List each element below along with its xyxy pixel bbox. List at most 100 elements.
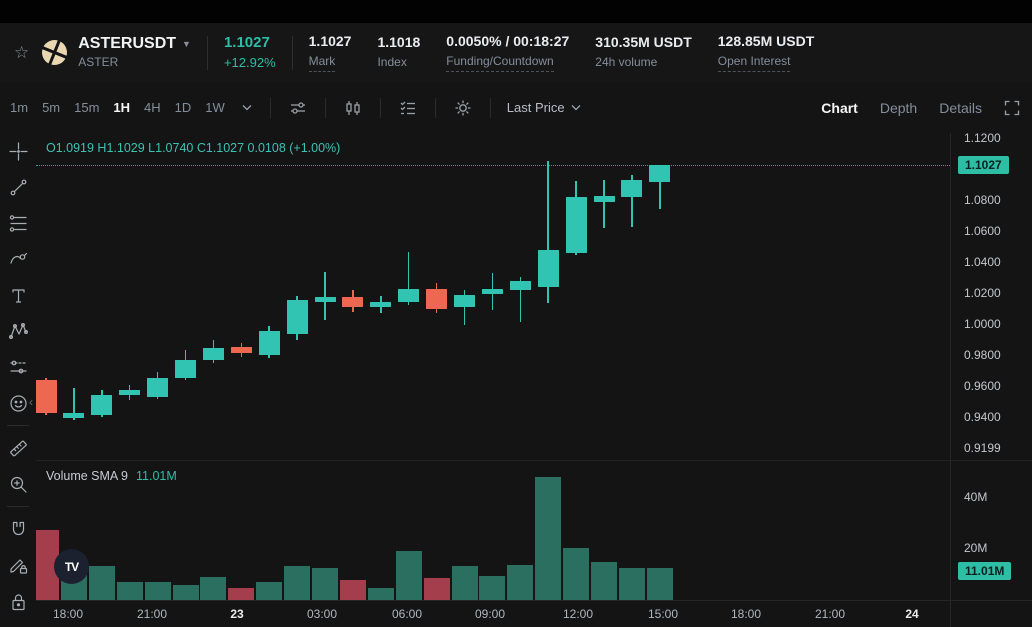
timeframe-15m[interactable]: 15m [74,100,100,115]
text-tool-icon[interactable] [5,282,31,308]
stat-open-interest: 128.85M USDT Open Interest [717,33,815,72]
symbol-block[interactable]: ASTERUSDT ▼ ASTER [78,35,191,69]
chart-plot[interactable]: O1.0919 H1.1029 L1.0740 C1.1027 0.0108 (… [36,133,950,627]
lock-tool-icon[interactable] [5,588,31,614]
timeframe-4h[interactable]: 4H [144,100,161,115]
fib-retracement-tool-icon[interactable] [5,210,31,236]
volume-bar[interactable] [367,588,394,600]
candle-body[interactable] [147,377,169,397]
candle-body[interactable] [454,295,475,307]
volume-bar[interactable] [228,588,255,600]
index-price-value: 1.1018 [377,34,421,50]
divider [434,97,436,118]
time-tick: 15:00 [647,607,679,621]
trend-line-tool-icon[interactable] [5,174,31,200]
volume-bar[interactable] [507,565,534,600]
brush-tool-icon[interactable] [5,246,31,272]
symbol-name[interactable]: ASTERUSDT [78,35,177,53]
mark-price-label[interactable]: Mark [308,54,336,72]
volume-bar[interactable] [144,581,171,600]
price-axis[interactable]: 1.1200 1.0800 1.0600 1.0400 1.0200 1.0000 0.98… [950,131,1032,627]
timeframe-1m[interactable]: 1m [10,100,29,115]
price-tick: 1.1200 [964,131,1001,145]
timeframe-1d[interactable]: 1D [174,100,192,115]
timeframe-5m[interactable]: 5m [42,100,61,115]
candle-body[interactable] [202,348,224,360]
fullscreen-icon[interactable] [1004,100,1020,116]
drawing-lock-tool-icon[interactable] [5,552,31,578]
candle-body[interactable] [398,288,420,302]
tab-depth[interactable]: Depth [879,99,918,116]
volume-bar[interactable] [646,567,673,600]
candle-body[interactable] [537,250,559,287]
volume-bar[interactable] [339,579,366,600]
volume-bar[interactable] [395,551,422,600]
candle-body[interactable] [565,197,587,253]
measure-ruler-tool-icon[interactable] [5,435,31,461]
volume-bar[interactable] [535,477,562,600]
volume-bar[interactable] [88,566,115,600]
candle-body[interactable] [175,359,196,378]
indicator-list-icon[interactable] [399,99,417,117]
candle-body[interactable] [286,299,308,335]
candle-body[interactable] [649,164,671,182]
open-interest-label[interactable]: Open Interest [717,54,791,72]
candle-body[interactable] [621,180,643,198]
volume-bar[interactable] [172,584,199,600]
candle-body[interactable] [91,394,113,415]
crosshair-tool-icon[interactable] [5,138,31,164]
volume-bar[interactable] [451,566,478,600]
settings-gear-icon[interactable] [454,99,472,117]
xabcd-pattern-tool-icon[interactable] [5,318,31,344]
volume-bar[interactable] [423,578,450,600]
last-price-value: 1.1027 [223,34,270,52]
funding-countdown-label[interactable]: Funding/Countdown [446,54,554,72]
candle-wick [73,388,75,420]
candle-body[interactable] [258,330,280,355]
open-interest-value: 128.85M USDT [717,33,815,50]
sidebar-collapse-chevron[interactable]: ‹ [29,395,33,409]
timeframe-1w[interactable]: 1W [205,100,225,115]
symbol-dropdown-icon[interactable]: ▼ [182,39,191,50]
indicators-sliders-icon[interactable] [289,99,307,117]
volume-bar[interactable] [479,576,506,600]
volume-bar[interactable] [116,581,143,600]
candle-body[interactable] [509,281,531,291]
projection-tool-icon[interactable] [5,354,31,380]
timeframe-1h[interactable]: 1H [113,100,131,115]
volume-bar[interactable] [312,567,338,600]
candle-body[interactable] [342,297,364,307]
candle-body[interactable] [481,288,503,294]
tradingview-logo[interactable]: TV [54,549,89,584]
candle-body[interactable] [593,195,615,202]
candle-body[interactable] [314,297,336,302]
volume-bar[interactable] [36,529,59,600]
candle-body[interactable] [370,301,392,307]
candle-body[interactable] [230,346,252,353]
candle-body[interactable] [119,390,141,395]
price-mode-dropdown[interactable]: Last Price [507,100,581,115]
emoji-tool-icon[interactable] [5,390,31,416]
candle-body[interactable] [63,412,85,418]
candle-body[interactable] [426,288,448,309]
chart-style-candle-icon[interactable] [344,99,362,117]
volume-bar[interactable] [256,581,283,600]
tab-details[interactable]: Details [939,99,982,116]
index-price-label: Index [377,54,407,69]
volume-bar[interactable] [591,562,617,600]
volume-bar[interactable] [563,548,590,600]
pane-divider[interactable] [36,460,1032,461]
time-tick: 18:00 [730,607,762,621]
price-tick: 1.0400 [964,255,1001,269]
magnet-tool-icon[interactable] [5,516,31,542]
favorite-star-icon[interactable]: ☆ [14,42,30,62]
volume-bar[interactable] [200,577,227,600]
volume-bar[interactable] [284,566,311,600]
zoom-in-tool-icon[interactable] [5,471,31,497]
timeframe-dropdown-icon[interactable] [242,104,252,111]
tab-chart[interactable]: Chart [821,99,858,116]
candle-wick [603,180,605,229]
candle-body[interactable] [36,379,57,413]
time-tick: 21:00 [136,607,168,621]
volume-bar[interactable] [618,567,645,600]
